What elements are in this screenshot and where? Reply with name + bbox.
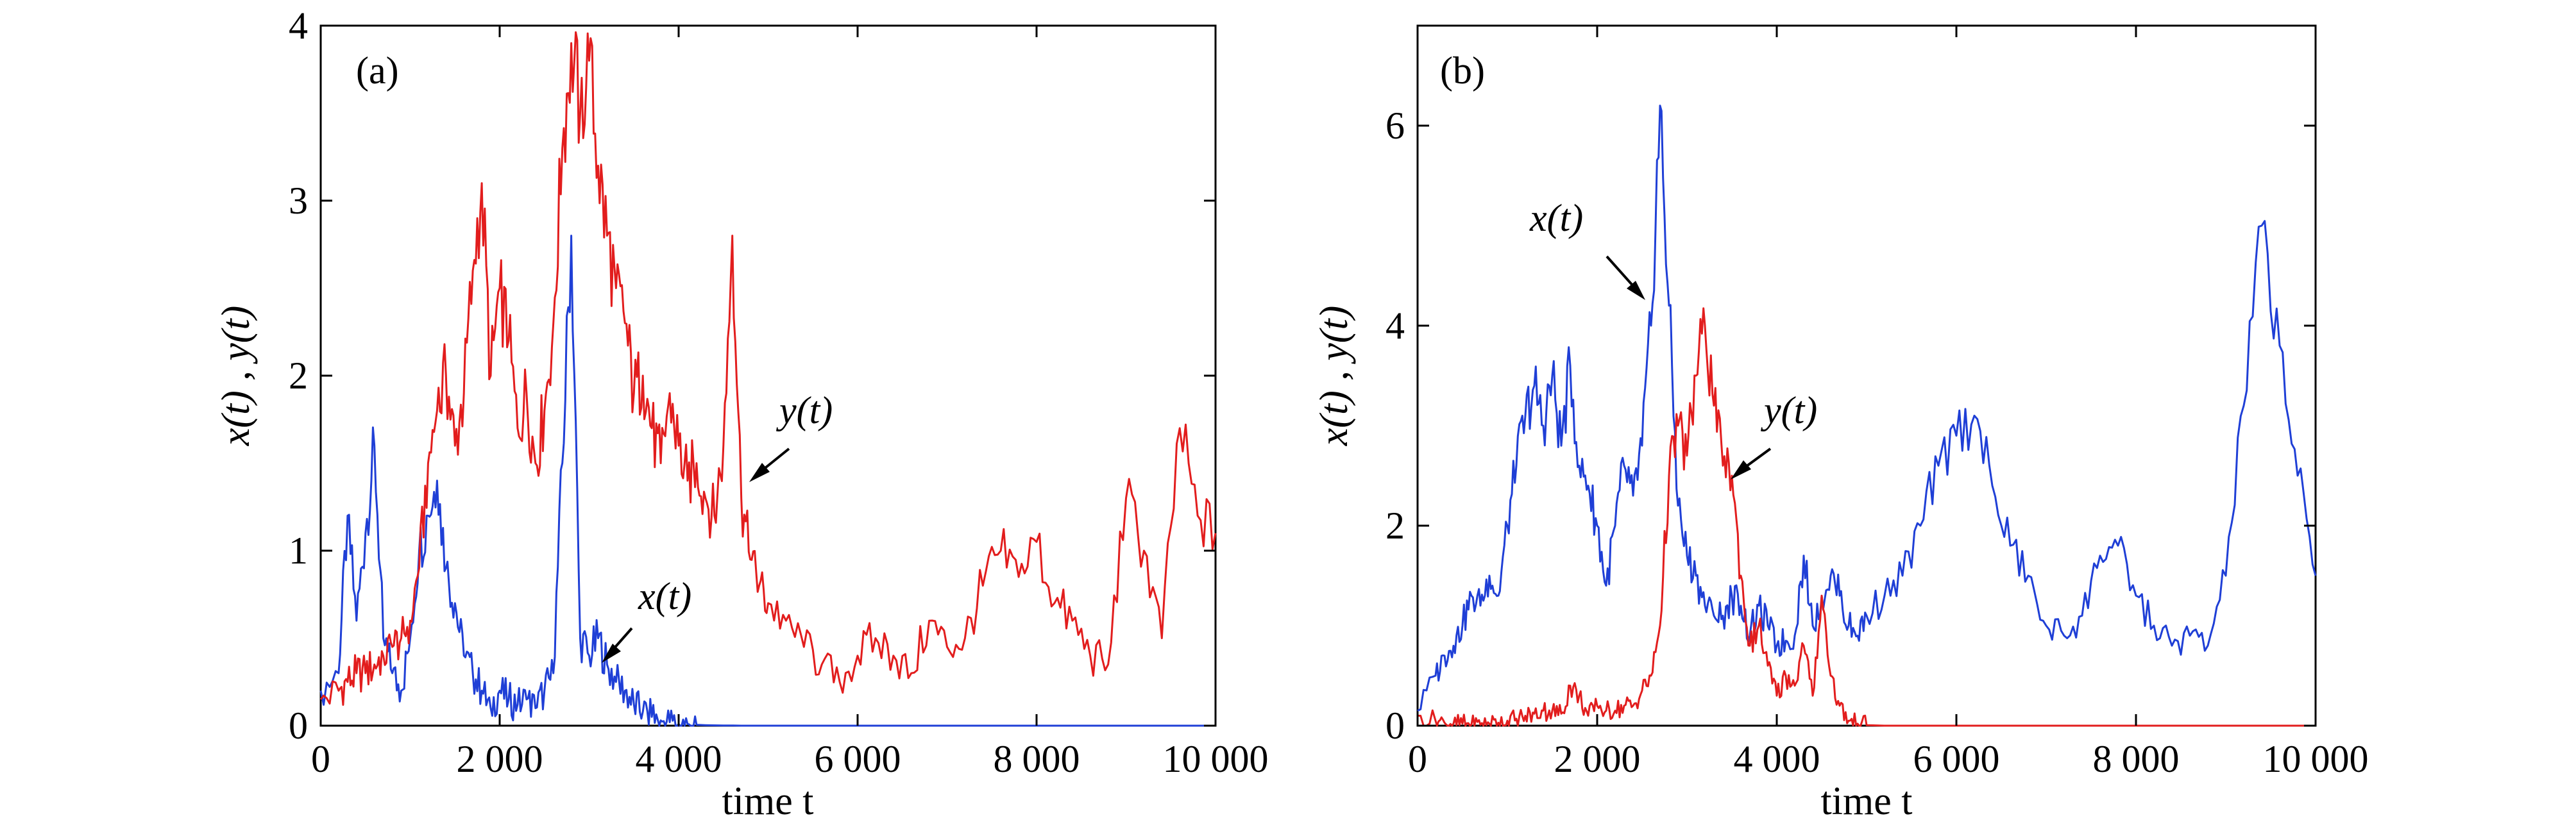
panel-a: 0 2 000 4 000 6 000 8 000 10 000 0 1 2 3 4 (a) tim… [214, 4, 1269, 818]
panel-a-x-axis-title: time t [722, 780, 814, 818]
panel-b-x-series-arrow [1606, 255, 1645, 300]
x-tick-label: 8 000 [2093, 738, 2180, 780]
series-line-y [319, 31, 1217, 706]
y-tick-label: 3 [289, 179, 308, 222]
panel-b-y-axis-title: x(t) , y(t) [1312, 306, 1356, 447]
panel-b-x-series-callout: x(t) [1529, 197, 1583, 239]
y-tick-label: 0 [289, 705, 308, 747]
x-tick-label: 4 000 [1734, 738, 1820, 780]
panel-a-ticks: 0 2 000 4 000 6 000 8 000 10 000 0 1 2 3 4 [289, 4, 1269, 780]
x-tick-label: 10 000 [1163, 738, 1269, 780]
panel-b-ticks: 0 2 000 4 000 6 000 8 000 10 000 0 2 4 6 [1385, 26, 2369, 780]
series-line-x [1417, 104, 2317, 712]
panel-a-y-series-callout: y(t) [775, 389, 833, 431]
y-tick-label: 4 [289, 4, 308, 47]
panel-b-y-series-callout: y(t) [1760, 389, 1817, 431]
panel-b: 0 2 000 4 000 6 000 8 000 10 000 0 2 4 6 (b) time… [1312, 24, 2369, 818]
y-tick-label: 0 [1385, 705, 1405, 747]
panel-a-x-series-arrow [602, 627, 633, 663]
x-tick-label: 6 000 [1913, 738, 2000, 780]
series-line-x [319, 235, 1216, 727]
panel-a-y-series-arrow [749, 447, 790, 482]
panel-a-label: (a) [356, 49, 399, 92]
panel-b-lines [1417, 104, 2317, 727]
y-tick-label: 6 [1385, 104, 1405, 147]
panel-a-lines [319, 31, 1217, 727]
y-tick-label: 4 [1385, 305, 1405, 347]
x-tick-label: 0 [1408, 738, 1427, 780]
x-tick-label: 6 000 [815, 738, 901, 780]
panel-b-x-axis-title: time t [1821, 780, 1913, 818]
x-tick-label: 10 000 [2263, 738, 2369, 780]
y-tick-label: 2 [289, 355, 308, 397]
panel-a-x-series-callout: x(t) [638, 575, 691, 617]
x-tick-label: 2 000 [457, 738, 543, 780]
y-tick-label: 1 [289, 530, 308, 572]
panel-b-label: (b) [1440, 49, 1485, 92]
y-tick-label: 2 [1385, 505, 1405, 547]
x-tick-label: 0 [311, 738, 330, 780]
x-tick-label: 8 000 [994, 738, 1080, 780]
panel-a-y-axis-title: x(t) , y(t) [214, 306, 258, 447]
panel-b-y-series-arrow [1731, 447, 1772, 480]
x-tick-label: 4 000 [636, 738, 722, 780]
x-tick-label: 2 000 [1554, 738, 1641, 780]
series-line-y [1417, 307, 2316, 727]
